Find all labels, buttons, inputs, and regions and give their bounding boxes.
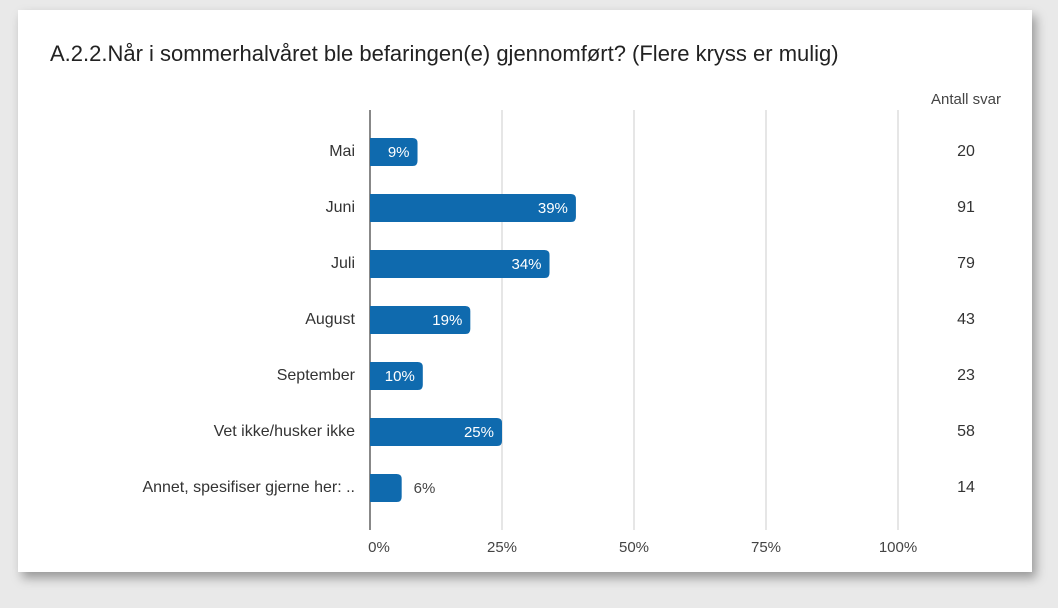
y-tick-label: Juni xyxy=(326,199,355,216)
data-label: 25% xyxy=(464,424,494,441)
data-label: 6% xyxy=(414,480,436,497)
data-label: 34% xyxy=(511,256,541,273)
bar xyxy=(370,194,576,222)
y-tick-label: August xyxy=(305,311,355,328)
bar xyxy=(370,362,423,390)
count: 58 xyxy=(957,423,975,440)
count: 23 xyxy=(957,367,975,384)
y-tick-label: Annet, spesifiser gjerne her: .. xyxy=(142,479,355,496)
x-tick-label: 25% xyxy=(487,539,517,556)
card xyxy=(18,10,1032,572)
x-tick-label: 100% xyxy=(879,539,917,556)
y-tick-label: Mai xyxy=(329,143,355,160)
bar xyxy=(370,250,550,278)
count-header: Antall svar xyxy=(931,91,1001,108)
bar xyxy=(370,138,418,166)
y-tick-label: September xyxy=(277,367,356,384)
data-label: 9% xyxy=(388,144,410,161)
data-label: 19% xyxy=(432,312,462,329)
data-label: 10% xyxy=(385,368,415,385)
count: 43 xyxy=(957,311,975,328)
bar xyxy=(370,418,502,446)
chart-title: A.2.2.Når i sommerhalvåret ble befaringe… xyxy=(50,41,839,66)
y-tick-label: Vet ikke/husker ikke xyxy=(214,423,356,440)
count: 20 xyxy=(957,143,975,160)
bar xyxy=(370,306,471,334)
count: 14 xyxy=(957,479,975,496)
bar xyxy=(370,474,402,502)
x-tick-label: 0% xyxy=(368,539,390,556)
count: 79 xyxy=(957,255,975,272)
data-label: 39% xyxy=(538,200,568,217)
y-tick-label: Juli xyxy=(331,255,355,272)
x-tick-label: 75% xyxy=(751,539,781,556)
count: 91 xyxy=(957,199,975,216)
x-tick-label: 50% xyxy=(619,539,649,556)
